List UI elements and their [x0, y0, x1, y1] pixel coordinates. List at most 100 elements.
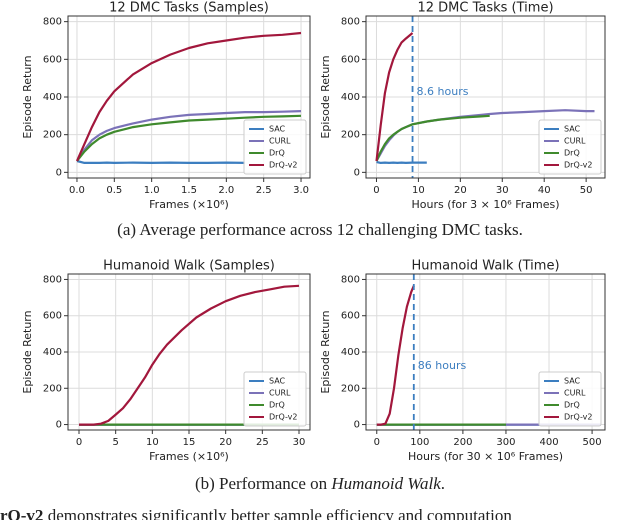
- legend-label: CURL: [564, 137, 586, 146]
- caption-part: (a) Average performance across 12 challe…: [117, 220, 523, 239]
- x-tick-label: 20: [219, 437, 232, 448]
- legend-label: DrQ-v2: [564, 413, 592, 422]
- x-tick-label: 0.0: [69, 185, 85, 196]
- axes-frame: [67, 15, 311, 179]
- chart-title: 12 DMC Tasks (Time): [417, 1, 553, 16]
- y-tick-label: 800: [43, 17, 62, 28]
- y-tick-label: 400: [341, 347, 360, 358]
- legend-label: CURL: [269, 389, 291, 398]
- series-line: [75, 31, 302, 162]
- chart: 0 200 400 600 800 0 5 10 15 20 25 30 Humanoid Walk (…: [21, 259, 311, 463]
- legend-label: SAC: [564, 125, 581, 134]
- footer-part: demonstrates significantly better sample…: [43, 506, 512, 520]
- chart: 0 200 400 600 800 0 10 20 30 40 50 8.6 hours 12 DMC …: [319, 1, 606, 211]
- series-line: [76, 110, 302, 162]
- caption: (b) Performance on Humanoid Walk.: [195, 474, 445, 493]
- caption: (a) Average performance across 12 challe…: [117, 220, 523, 239]
- legend-label: DrQ: [269, 401, 285, 410]
- legend: SAC CURL DrQ DrQ-v2: [538, 371, 602, 427]
- x-tick-label: 30: [496, 185, 509, 196]
- reference-label: 86 hours: [418, 359, 467, 372]
- x-tick-label: 100: [410, 437, 429, 448]
- series-line: [375, 114, 490, 162]
- x-tick-label: 2.5: [256, 185, 272, 196]
- caption-part: .: [441, 474, 445, 493]
- reference-label: 8.6 hours: [417, 85, 469, 98]
- x-tick-label: 40: [538, 185, 551, 196]
- legend-label: CURL: [269, 137, 291, 146]
- chart: 0 200 400 600 800 0.0 0.5 1.0 1.5 2.0 2.5 3.0 12 DMC…: [21, 1, 311, 211]
- footer-text: rQ-v2 demonstrates significantly better …: [0, 506, 512, 520]
- x-tick-label: 2.0: [218, 185, 234, 196]
- y-tick-label: 200: [43, 383, 62, 394]
- x-tick-label: 0: [374, 437, 380, 448]
- y-tick-label: 400: [43, 92, 62, 103]
- legend-box: [243, 119, 307, 175]
- chart: 0 200 400 600 800 0 100 200 300 400 500 86 hours Hum…: [319, 259, 606, 463]
- x-axis-label: Frames (×10⁶): [149, 198, 229, 211]
- y-tick-label: 600: [43, 311, 62, 322]
- x-tick-label: 50: [580, 185, 593, 196]
- x-tick-label: 10: [412, 185, 425, 196]
- y-tick-label: 400: [43, 347, 62, 358]
- axes-frame: [67, 273, 311, 431]
- caption-part: (b) Performance on: [195, 474, 331, 493]
- x-tick-label: 300: [496, 437, 515, 448]
- y-tick-label: 0: [354, 420, 360, 431]
- y-tick-label: 0: [354, 167, 360, 178]
- x-tick-label: 20: [454, 185, 467, 196]
- chart-title: Humanoid Walk (Time): [411, 259, 559, 274]
- legend: SAC CURL DrQ DrQ-v2: [243, 371, 307, 427]
- footer-part: rQ-v2: [0, 506, 43, 520]
- legend-label: DrQ-v2: [269, 161, 297, 170]
- series-line: [375, 32, 414, 162]
- x-tick-label: 1.5: [181, 185, 197, 196]
- y-tick-label: 200: [43, 130, 62, 141]
- chart-title: Humanoid Walk (Samples): [103, 259, 275, 274]
- y-axis-label: Episode Return: [319, 310, 332, 393]
- legend: SAC CURL DrQ DrQ-v2: [538, 119, 602, 175]
- axes-frame: [365, 273, 606, 431]
- y-tick-label: 800: [341, 17, 360, 28]
- x-axis-label: Hours (for 3 × 10⁶ Frames): [411, 198, 559, 211]
- legend-label: SAC: [269, 377, 286, 386]
- y-tick-label: 600: [341, 54, 360, 65]
- x-tick-label: 15: [183, 437, 196, 448]
- y-tick-label: 600: [341, 311, 360, 322]
- legend-label: SAC: [564, 377, 581, 386]
- x-tick-label: 0: [76, 437, 82, 448]
- series-line: [376, 285, 415, 426]
- legend-label: DrQ: [269, 149, 285, 158]
- legend-label: DrQ-v2: [564, 161, 592, 170]
- y-axis-label: Episode Return: [21, 55, 34, 138]
- legend-label: DrQ: [564, 149, 580, 158]
- y-tick-label: 200: [341, 130, 360, 141]
- chart-title: 12 DMC Tasks (Samples): [109, 1, 269, 16]
- y-tick-label: 800: [341, 274, 360, 285]
- legend-label: CURL: [564, 389, 586, 398]
- series-line: [76, 159, 246, 164]
- x-tick-label: 25: [256, 437, 269, 448]
- y-axis-label: Episode Return: [21, 310, 34, 393]
- legend-box: [538, 371, 602, 427]
- x-tick-label: 5: [112, 437, 118, 448]
- x-tick-label: 500: [583, 437, 602, 448]
- x-axis-label: Frames (×10⁶): [149, 450, 229, 463]
- legend-label: DrQ: [564, 401, 580, 410]
- series-line: [79, 284, 300, 426]
- x-tick-label: 0.5: [106, 185, 122, 196]
- y-tick-label: 0: [56, 167, 62, 178]
- y-tick-label: 600: [43, 54, 62, 65]
- legend-label: SAC: [269, 125, 286, 134]
- y-axis-label: Episode Return: [319, 55, 332, 138]
- series-line: [376, 160, 427, 164]
- x-tick-label: 0: [373, 185, 379, 196]
- legend: SAC CURL DrQ DrQ-v2: [243, 119, 307, 175]
- x-tick-label: 400: [539, 437, 558, 448]
- caption-part: Humanoid Walk: [330, 474, 441, 493]
- y-tick-label: 0: [56, 420, 62, 431]
- x-tick-label: 200: [453, 437, 472, 448]
- x-axis-label: Hours (for 30 × 10⁶ Frames): [408, 450, 563, 463]
